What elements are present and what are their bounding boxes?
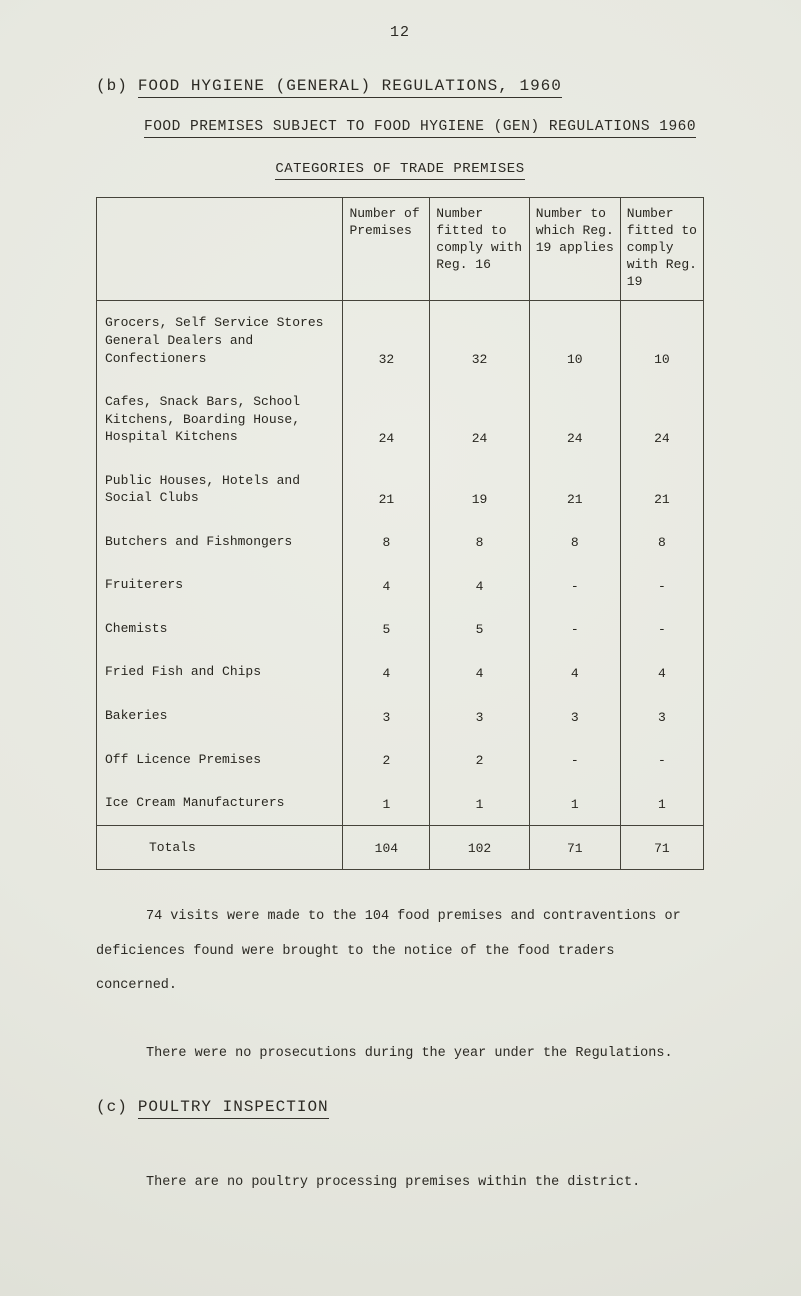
cell-value: 24: [429, 380, 530, 459]
table-row: Cafes, Snack Bars, School Kitchens, Boar…: [95, 380, 705, 459]
cell-value: -: [528, 606, 621, 651]
table-header-row: Number of Premises Number fitted to comp…: [95, 197, 705, 302]
table-row: Butchers and Fishmongers 8 8 8 8: [95, 519, 705, 564]
prosecutions-paragraph: There were no prosecutions during the ye…: [146, 1046, 673, 1062]
cell-value: 8: [429, 519, 530, 564]
row-label: Off Licence Premises: [95, 737, 344, 782]
cell-value: 4: [619, 650, 705, 695]
cell-value: 8: [342, 519, 431, 564]
cell-value: 21: [342, 458, 431, 520]
cell-value: -: [528, 563, 621, 607]
cell-value: 4: [342, 650, 431, 695]
cell-value: 32: [342, 300, 431, 381]
cell-value: 4: [342, 563, 431, 607]
cell-value: 24: [528, 380, 621, 459]
cell-value: 32: [429, 300, 530, 381]
row-label: Cafes, Snack Bars, School Kitchens, Boar…: [95, 380, 344, 459]
table-title-text: CATEGORIES OF TRADE PREMISES: [275, 161, 525, 180]
visits-paragraph: 74 visits were made to the 104 food prem…: [96, 909, 681, 994]
cell-value: -: [619, 737, 705, 782]
table-title: CATEGORIES OF TRADE PREMISES: [96, 161, 704, 180]
cell-value: -: [619, 563, 705, 607]
column-header-category: [95, 197, 344, 302]
row-label: Ice Cream Manufacturers: [95, 781, 344, 826]
row-label: Chemists: [95, 606, 344, 651]
totals-value: 71: [528, 824, 621, 870]
cell-value: 1: [429, 781, 530, 826]
cell-value: 1: [619, 781, 705, 826]
cell-value: 4: [528, 650, 621, 695]
column-header-reg19-applies: Number to which Reg. 19 applies: [528, 197, 621, 302]
cell-value: 3: [429, 694, 530, 738]
table-row: Fried Fish and Chips 4 4 4 4: [95, 650, 705, 695]
table-row: Bakeries 3 3 3 3: [95, 694, 705, 738]
row-label: Grocers, Self Service Stores General Dea…: [95, 300, 344, 381]
cell-value: 10: [528, 300, 621, 381]
totals-row: Totals 104 102 71 71: [95, 824, 705, 870]
table-row: Off Licence Premises 2 2 - -: [95, 737, 705, 782]
cell-value: 24: [342, 380, 431, 459]
premises-table: Number of Premises Number fitted to comp…: [95, 197, 705, 871]
section-b-title: FOOD HYGIENE (GENERAL) REGULATIONS, 1960: [137, 77, 562, 98]
cell-value: -: [528, 737, 621, 782]
cell-value: 1: [342, 781, 431, 826]
document-subtitle: FOOD PREMISES SUBJECT TO FOOD HYGIENE (G…: [144, 119, 704, 138]
column-header-reg19-comply: Number fitted to comply with Reg. 19: [619, 197, 705, 302]
cell-value: 21: [619, 458, 705, 520]
cell-value: 8: [619, 519, 705, 564]
row-label: Bakeries: [95, 694, 344, 738]
cell-value: 3: [619, 694, 705, 738]
table-row: Ice Cream Manufacturers 1 1 1 1: [95, 781, 705, 826]
totals-value: 104: [342, 824, 431, 870]
cell-value: 19: [429, 458, 530, 520]
row-label: Fruiterers: [95, 563, 344, 607]
cell-value: 10: [619, 300, 705, 381]
column-header-reg16: Number fitted to comply with Reg. 16: [429, 197, 530, 302]
section-c-heading: (c) POULTRY INSPECTION: [96, 1097, 704, 1119]
table-row: Grocers, Self Service Stores General Dea…: [95, 300, 705, 381]
table-row: Chemists 5 5 - -: [95, 606, 705, 651]
cell-value: 24: [619, 380, 705, 459]
section-c-title: POULTRY INSPECTION: [137, 1097, 329, 1119]
cell-value: 4: [429, 563, 530, 607]
page-number: 12: [389, 24, 410, 41]
cell-value: 3: [342, 694, 431, 738]
totals-value: 102: [429, 824, 530, 870]
cell-value: 5: [429, 606, 530, 651]
cell-value: 21: [528, 458, 621, 520]
section-c-prefix: (c): [96, 1097, 128, 1116]
cell-value: 1: [528, 781, 621, 826]
document-subtitle-text: FOOD PREMISES SUBJECT TO FOOD HYGIENE (G…: [144, 119, 697, 138]
cell-value: -: [619, 606, 705, 651]
table-row: Public Houses, Hotels and Social Clubs 2…: [95, 458, 705, 520]
cell-value: 8: [528, 519, 621, 564]
column-header-premises: Number of Premises: [342, 197, 431, 302]
table-row: Fruiterers 4 4 - -: [95, 563, 705, 607]
cell-value: 2: [429, 737, 530, 782]
row-label: Butchers and Fishmongers: [95, 519, 344, 564]
totals-value: 71: [619, 824, 705, 870]
cell-value: 5: [342, 606, 431, 651]
cell-value: 3: [528, 694, 621, 738]
cell-value: 2: [342, 737, 431, 782]
row-label: Public Houses, Hotels and Social Clubs: [95, 458, 344, 520]
totals-label: Totals: [95, 824, 344, 870]
section-b-heading: (b) FOOD HYGIENE (GENERAL) REGULATIONS, 1…: [96, 77, 704, 98]
poultry-paragraph: There are no poultry processing premises…: [146, 1174, 641, 1190]
cell-value: 4: [429, 650, 530, 695]
row-label: Fried Fish and Chips: [95, 650, 344, 695]
section-b-prefix: (b): [96, 77, 128, 95]
